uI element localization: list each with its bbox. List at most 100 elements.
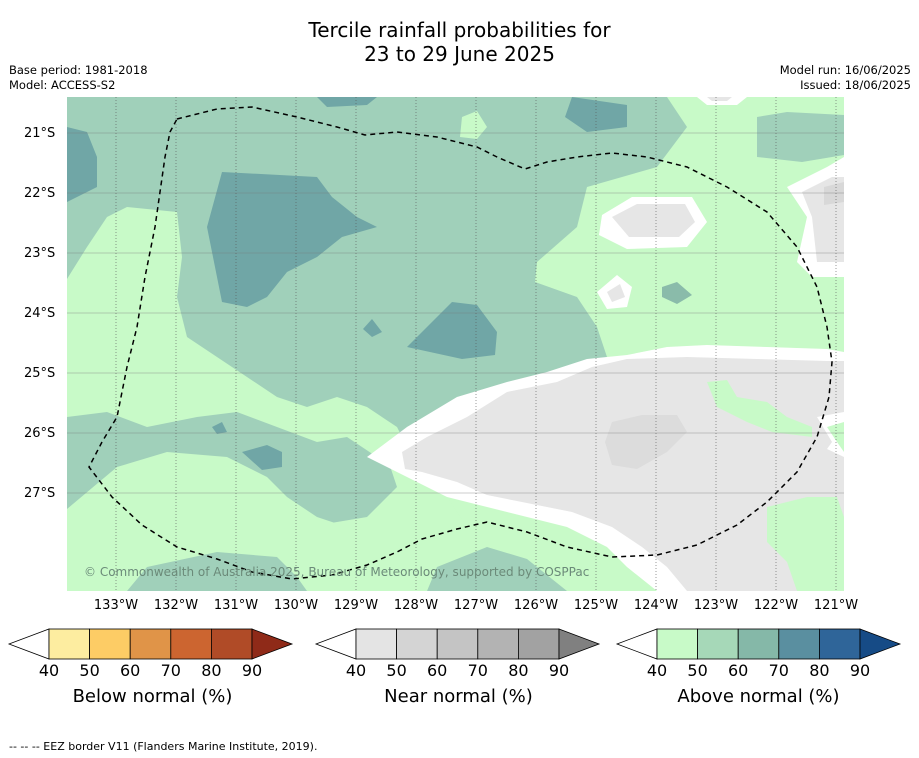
- colorbar-tick-label: 80: [508, 661, 529, 680]
- colorbar-below-normal: [7, 628, 294, 660]
- colorbar-segment: [697, 628, 739, 660]
- below-normal-label: Below normal (%): [72, 686, 233, 707]
- colorbar-tick-label: 40: [38, 661, 60, 680]
- lat-label: 21°S: [24, 126, 56, 141]
- colorbar-segment: [737, 628, 780, 660]
- colorbar-tick-label: 50: [386, 661, 407, 680]
- region-above-40-east-inside-grey: [707, 380, 812, 437]
- colorbar-extend-low: [7, 628, 50, 660]
- region-above-40-west-pocket: [67, 207, 407, 457]
- meta-right: Model run: 16/06/2025 Issued: 18/06/2025: [780, 63, 911, 93]
- lon-label: 129°W: [333, 598, 379, 613]
- grid-lines-lat: [67, 132, 844, 494]
- colorbar-extend-high: [558, 628, 601, 660]
- region-above-40-southeast: [767, 497, 844, 591]
- base-period-text: Base period: 1981-2018: [9, 63, 148, 77]
- lat-label: 23°S: [24, 246, 56, 261]
- lat-label: 27°S: [24, 486, 56, 501]
- colorbar-segment: [477, 628, 519, 660]
- colorbar-segment: [778, 628, 820, 660]
- title-line-2: 23 to 29 June 2025: [364, 42, 555, 66]
- title-line-1: Tercile rainfall probabilities for: [308, 18, 611, 42]
- colorbar-segment: [48, 628, 90, 660]
- region-above-50-south-patch: [127, 547, 567, 591]
- meta-left: Base period: 1981-2018 Model: ACCESS-S2: [9, 63, 148, 93]
- region-above-40-south-pocket: [67, 452, 567, 591]
- above-normal-label: Above normal (%): [677, 686, 840, 707]
- colorbar-extend-low: [615, 628, 658, 660]
- lon-label: 123°W: [693, 598, 739, 613]
- colorbar-tick-label: 60: [728, 661, 749, 680]
- grid-lines: [115, 97, 837, 591]
- colorbar-tick-label: 40: [345, 661, 367, 680]
- lat-label: 24°S: [24, 306, 56, 321]
- colorbar-tick-label: 80: [809, 661, 830, 680]
- colorbar-tick-label: 80: [201, 661, 222, 680]
- colorbar-tick-label: 60: [120, 661, 141, 680]
- eez-border: [88, 106, 833, 580]
- lon-label: 132°W: [153, 598, 199, 613]
- lon-label: 133°W: [93, 598, 139, 613]
- colorbar-segment: [436, 628, 479, 660]
- near-normal-label: Near normal (%): [384, 686, 533, 707]
- colorbar-tick-label: 50: [687, 661, 708, 680]
- colorbar-above-normal: [615, 628, 902, 660]
- region-near-50-far-east: [824, 182, 844, 205]
- region-near-40-large: [402, 357, 844, 591]
- colorbar-segment: [129, 628, 172, 660]
- region-near-40-top-right: [707, 97, 732, 101]
- region-above-60-small-east: [662, 282, 692, 304]
- colorbar-segment: [355, 628, 397, 660]
- model-text: Model: ACCESS-S2: [9, 78, 116, 92]
- region-above-50-northeast: [757, 112, 844, 162]
- lat-label: 26°S: [24, 426, 56, 441]
- colorbar-extend-high: [251, 628, 294, 660]
- colorbar-extend-high: [859, 628, 902, 660]
- lon-label: 131°W: [213, 598, 259, 613]
- lat-label: 25°S: [24, 366, 56, 381]
- model-run-text: Model run: 16/06/2025: [779, 63, 911, 77]
- map-title: Tercile rainfall probabilities for 23 to…: [0, 18, 919, 66]
- region-above-40-north-blob: [460, 111, 487, 139]
- lon-label: 124°W: [633, 598, 679, 613]
- region-above-60-small-1: [363, 319, 382, 337]
- region-above-60-central: [207, 172, 377, 307]
- region-above-60-east-blob: [407, 302, 497, 359]
- region-near-50-patch: [605, 415, 687, 469]
- colorbar-tick-label: 70: [467, 661, 488, 680]
- colorbar-segment: [656, 628, 698, 660]
- colorbar-tick-label: 90: [241, 661, 263, 680]
- eez-footer-note: -- -- -- EEZ border V11 (Flanders Marine…: [9, 740, 318, 753]
- lon-label: 126°W: [513, 598, 559, 613]
- colorbar-segment: [819, 628, 861, 660]
- region-near-40-island-small: [607, 284, 625, 302]
- colorbar-segment: [89, 628, 131, 660]
- lon-label: 127°W: [453, 598, 499, 613]
- colorbar-tick-label: 60: [427, 661, 448, 680]
- lon-label: 121°W: [813, 598, 859, 613]
- colorbar-segment: [170, 628, 212, 660]
- lon-label: 125°W: [573, 598, 619, 613]
- colorbar-tick-label: 90: [548, 661, 570, 680]
- rainfall-map: [67, 97, 844, 591]
- colorbar-extend-low: [314, 628, 357, 660]
- colorbar-tick-label: 50: [79, 661, 100, 680]
- colorbar-tick-label: 70: [160, 661, 181, 680]
- colorbar-segment: [210, 628, 253, 660]
- colorbars-svg: [7, 628, 902, 660]
- copyright-watermark: © Commonwealth of Australia 2025, Bureau…: [84, 565, 590, 579]
- lon-label: 128°W: [393, 598, 439, 613]
- colorbar-tick-label: 70: [768, 661, 789, 680]
- lon-label: 122°W: [753, 598, 799, 613]
- colorbar-near-normal: [314, 628, 601, 660]
- region-above-60-small-2: [242, 445, 282, 470]
- colorbar-tick-label: 90: [849, 661, 871, 680]
- colorbar-tick-label: 40: [646, 661, 668, 680]
- colorbar-segment: [396, 628, 438, 660]
- lon-label: 130°W: [273, 598, 319, 613]
- region-above-60-west: [67, 127, 97, 202]
- issued-text: Issued: 18/06/2025: [800, 78, 911, 92]
- region-near-40-island-ne: [612, 204, 695, 237]
- lat-label: 22°S: [24, 186, 56, 201]
- colorbar-segment: [518, 628, 560, 660]
